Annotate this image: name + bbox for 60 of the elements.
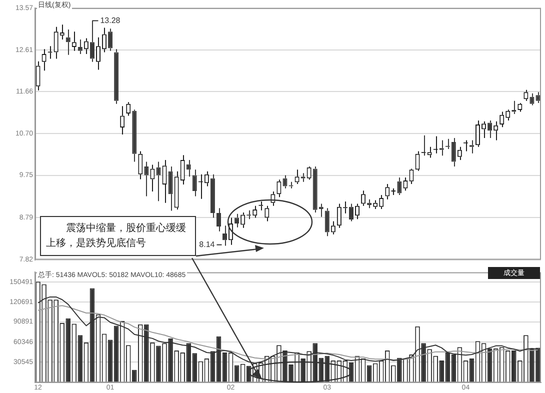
candlestick — [162, 159, 167, 204]
candlestick — [186, 159, 191, 178]
candlestick — [312, 166, 318, 214]
candlestick — [90, 20, 94, 62]
candlestick — [373, 200, 378, 210]
candlestick — [72, 31, 76, 52]
candlestick — [36, 60, 40, 91]
candlestick — [210, 174, 215, 218]
candlestick — [174, 170, 179, 210]
candlestick — [192, 169, 197, 197]
candlestick — [114, 48, 119, 104]
candlestick — [96, 36, 101, 70]
candlestick — [427, 146, 432, 158]
annotation: 震荡中缩量，股价重心缓缓上移，是跌势见底信号 — [40, 216, 196, 256]
candlestick — [168, 166, 173, 212]
candlestick — [54, 26, 58, 60]
candlestick — [348, 203, 354, 222]
candlestick — [494, 120, 498, 141]
candlestick — [180, 154, 185, 185]
candlestick — [385, 184, 390, 200]
candlestick — [415, 150, 420, 172]
bar — [288, 364, 294, 383]
candlestick — [108, 28, 113, 52]
candlestick — [240, 212, 246, 228]
candlestick — [204, 170, 209, 187]
candlestick — [403, 176, 408, 192]
candlestick — [324, 208, 330, 237]
candlestick — [536, 92, 540, 104]
annotation: 13.28 — [100, 16, 121, 25]
candlestick — [475, 120, 480, 148]
candlestick — [397, 176, 402, 196]
candlestick — [84, 38, 88, 54]
candlestick — [355, 203, 360, 220]
candlestick — [126, 102, 131, 116]
bar — [300, 358, 306, 383]
candlestick — [102, 27, 107, 53]
candlestick — [120, 106, 125, 136]
candlestick — [264, 205, 270, 222]
candlestick — [451, 138, 456, 168]
candlestick — [78, 39, 82, 54]
candlestick — [216, 208, 221, 232]
candlestick — [409, 168, 414, 185]
candlestick — [132, 109, 137, 162]
bar — [156, 346, 161, 383]
candlestick — [294, 169, 300, 185]
candlestick — [60, 24, 64, 40]
candlestick — [379, 194, 384, 210]
candlestick — [282, 174, 288, 189]
candlestick — [156, 161, 161, 202]
candlestick — [150, 164, 155, 192]
candlestick — [138, 150, 143, 180]
candlestick — [42, 48, 46, 72]
candlestick — [336, 203, 342, 228]
candlestick — [488, 120, 492, 139]
candlestick — [530, 92, 534, 106]
annotation: 8.14 — [199, 240, 216, 249]
candlestick — [276, 179, 282, 198]
candlestick — [361, 190, 366, 206]
candlestick — [144, 161, 149, 197]
candlestick — [500, 111, 504, 128]
